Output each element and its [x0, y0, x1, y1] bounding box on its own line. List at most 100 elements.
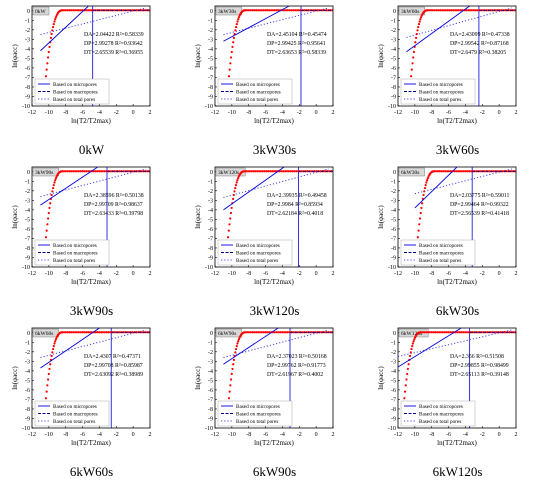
data-point [237, 18, 240, 21]
data-point [118, 331, 121, 334]
data-point [251, 9, 254, 12]
x-tick-label: -8 [63, 110, 68, 116]
y-tick-label: -10 [22, 104, 30, 110]
data-point [464, 170, 467, 173]
data-point [66, 9, 69, 12]
data-point [118, 170, 121, 173]
data-point [266, 9, 269, 12]
x-tick-label: -6 [263, 271, 268, 277]
fractal-annotation: DA=2.43099 R²=0.47338 [450, 32, 510, 38]
data-point [51, 29, 54, 32]
data-point [269, 170, 272, 173]
data-point [51, 25, 55, 29]
panel-caption: 3kW90s [69, 303, 114, 318]
x-tick-label: -12 [394, 110, 402, 116]
data-point [320, 331, 323, 334]
x-tick-label: -10 [228, 110, 236, 116]
plot-area [223, 6, 333, 106]
data-point [62, 9, 66, 12]
data-point [499, 331, 502, 334]
data-point [476, 331, 480, 334]
x-tick-label: -10 [45, 271, 53, 277]
data-point [52, 184, 55, 187]
x-tick-label: 2 [515, 432, 518, 438]
chart-panel: -12 -10 -8 -6 -4 -2 0 2 -10 -9 -8 -7 -6 -5 -4 -3 -2 -1 0 ln… [366, 322, 549, 483]
data-point [265, 170, 268, 173]
x-tick-label: 2 [149, 110, 152, 116]
data-point [247, 331, 250, 334]
data-point [54, 340, 57, 343]
data-point [406, 367, 410, 371]
data-point [70, 9, 73, 12]
data-point [404, 384, 407, 387]
data-point [275, 9, 278, 12]
data-point [54, 16, 58, 19]
data-point [247, 9, 250, 12]
chart-svg: -12 -10 -8 -6 -4 -2 0 2-10-9-8-7-6-5-4-3-2-10ln… [377, 327, 518, 447]
data-point [137, 331, 140, 334]
data-point [286, 331, 289, 334]
data-point [513, 9, 516, 12]
data-point [64, 9, 67, 12]
data-point [85, 9, 88, 12]
y-tick-label: -2 [208, 28, 213, 34]
data-point [243, 170, 246, 173]
y-tick-label: -10 [22, 426, 30, 432]
plot-frame [397, 5, 517, 107]
panel-tag: 6kW120s [401, 331, 422, 337]
data-point [75, 9, 79, 12]
fractal-annotation: DT=2.63433 R²=0.39798 [84, 211, 143, 217]
data-point [449, 331, 452, 334]
total-fit-line [406, 7, 512, 38]
x-tick-label: -6 [263, 432, 268, 438]
data-point [88, 331, 92, 334]
data-point [248, 170, 251, 173]
data-point [118, 9, 121, 12]
x-tick-label: 0 [132, 432, 135, 438]
y-tick-label: -9 [391, 255, 396, 261]
data-point [260, 331, 263, 334]
y-tick-label: -7 [208, 75, 213, 81]
data-point [414, 41, 417, 44]
x-tick-label: -6 [80, 432, 85, 438]
data-point [50, 193, 53, 197]
data-point [122, 9, 125, 12]
x-tick-label: 2 [149, 432, 152, 438]
x-tick-label: 0 [498, 432, 501, 438]
data-point [425, 181, 428, 184]
data-point [409, 351, 412, 354]
data-point [421, 331, 424, 334]
data-point [127, 170, 131, 173]
data-point [299, 9, 302, 12]
y-tick-label: -4 [391, 47, 396, 53]
data-point [501, 170, 504, 173]
y-tick-label: -3 [25, 359, 30, 365]
plot-frame [214, 5, 334, 107]
data-point [262, 9, 265, 12]
y-tick-label: -2 [391, 189, 396, 195]
y-tick-label: -9 [391, 94, 396, 100]
data-point [100, 9, 103, 12]
x-tick-label: -2 [297, 110, 302, 116]
data-point [284, 9, 288, 12]
fractal-annotation: DA=2.37023 R²=0.50168 [267, 354, 327, 360]
y-tick-label: -9 [25, 255, 30, 261]
data-point [470, 170, 473, 173]
data-point [45, 229, 48, 232]
data-point [492, 170, 495, 173]
data-point [47, 211, 50, 215]
y-tick-label: 0 [210, 331, 213, 337]
data-point [331, 9, 333, 12]
fractal-annotation: DP=2.99542 R²=0.87168 [450, 41, 509, 47]
x-tick-label: -4 [463, 432, 468, 438]
x-tick-label: -8 [63, 271, 68, 277]
y-tick-label: -2 [208, 350, 213, 356]
chart-svg: -12 -10 -8 -6 -4 -2 0 2-10-9-8-7-6-5-4-3-2-10ln… [194, 166, 335, 286]
y-tick-label: 0 [393, 331, 396, 337]
panel-tag: 3kW120s [218, 170, 239, 176]
data-point [146, 170, 149, 173]
chart-panel: -12 -10 -8 -6 -4 -2 0 2 -10 -9 -8 -7 -6 -5 -4 -3 -2 -1 0 ln… [183, 161, 366, 322]
x-tick-label: -12 [28, 432, 36, 438]
legend-label: Based on macropores [53, 90, 98, 96]
y-tick-label: -2 [25, 189, 30, 195]
